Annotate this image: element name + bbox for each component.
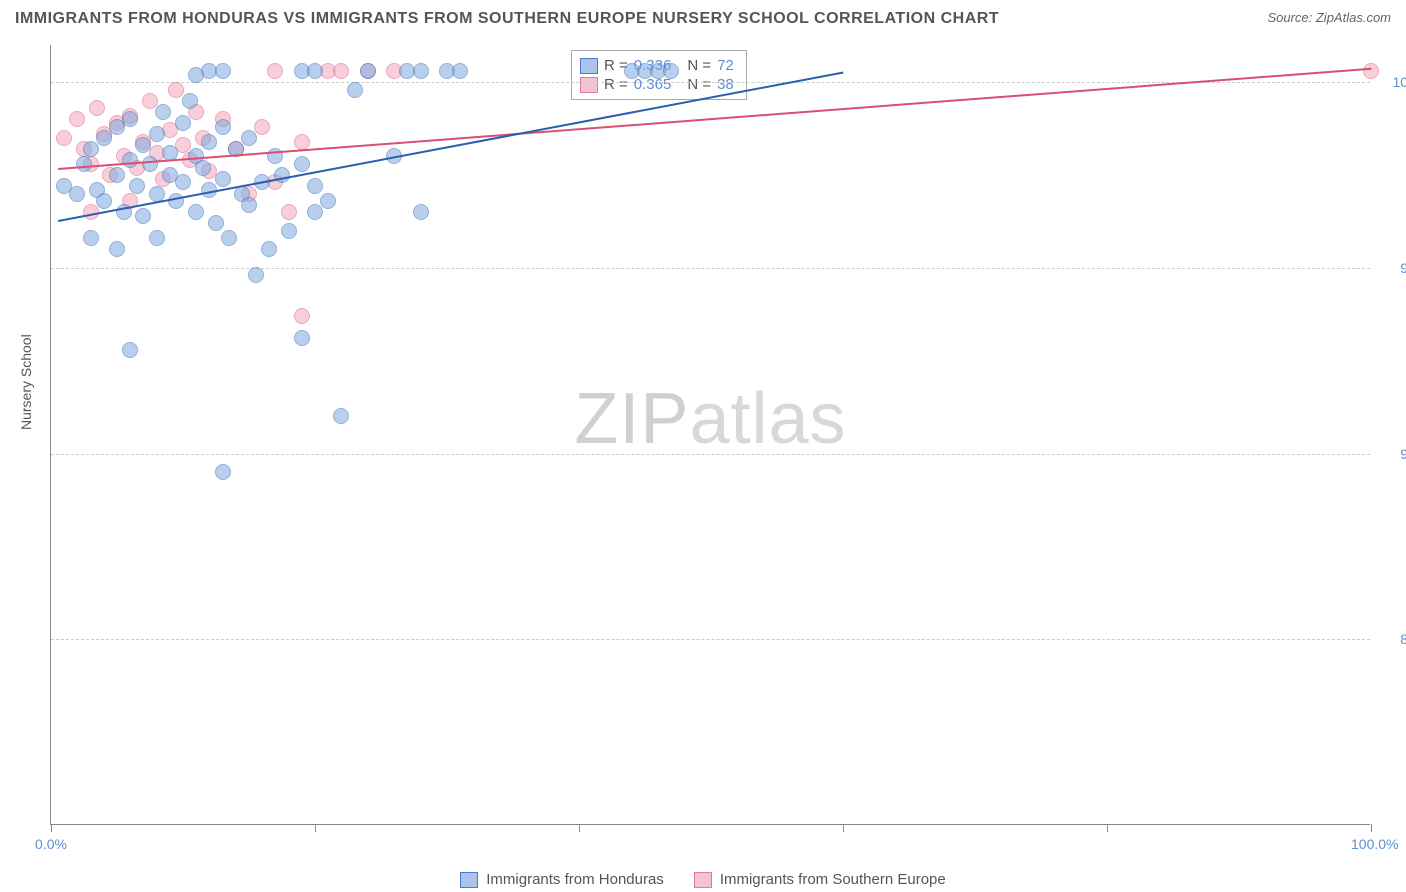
data-point [281, 204, 297, 220]
n-value-blue: 72 [717, 57, 734, 74]
data-point [96, 193, 112, 209]
data-point [188, 204, 204, 220]
data-point [175, 115, 191, 131]
x-tick-label: 100.0% [1351, 836, 1398, 852]
data-point [89, 100, 105, 116]
data-point [294, 134, 310, 150]
y-tick-label: 85.0% [1380, 631, 1406, 647]
swatch-pink-icon [580, 77, 598, 93]
gridline [51, 454, 1370, 455]
data-point [663, 63, 679, 79]
scatter-chart: ZIPatlas R = 0.336 N = 72 R = 0.365 N = … [50, 45, 1370, 825]
chart-title: IMMIGRANTS FROM HONDURAS VS IMMIGRANTS F… [15, 10, 999, 28]
x-tick [843, 824, 844, 832]
legend-item-pink: Immigrants from Southern Europe [694, 871, 946, 888]
data-point [215, 171, 231, 187]
n-value-pink: 38 [717, 76, 734, 93]
legend-label-pink: Immigrants from Southern Europe [720, 871, 946, 888]
data-point [155, 104, 171, 120]
data-point [413, 204, 429, 220]
data-point [267, 63, 283, 79]
data-point [221, 230, 237, 246]
data-point [333, 63, 349, 79]
x-tick [1371, 824, 1372, 832]
data-point [129, 178, 145, 194]
r-label: R = [604, 76, 628, 93]
data-point [109, 167, 125, 183]
data-point [294, 330, 310, 346]
data-point [294, 156, 310, 172]
gridline [51, 639, 1370, 640]
legend-label-blue: Immigrants from Honduras [486, 871, 664, 888]
data-point [56, 130, 72, 146]
swatch-blue-icon [460, 872, 478, 888]
r-value-pink: 0.365 [634, 76, 672, 93]
data-point [215, 464, 231, 480]
data-point [281, 223, 297, 239]
data-point [248, 267, 264, 283]
data-point [320, 193, 336, 209]
data-point [241, 197, 257, 213]
data-point [307, 63, 323, 79]
data-point [215, 63, 231, 79]
data-point [215, 119, 231, 135]
data-point [261, 241, 277, 257]
n-label: N = [687, 57, 711, 74]
data-point [307, 204, 323, 220]
x-tick [315, 824, 316, 832]
data-point [452, 63, 468, 79]
y-axis-label: Nursery School [18, 334, 34, 430]
data-point [413, 63, 429, 79]
data-point [83, 230, 99, 246]
x-tick [1107, 824, 1108, 832]
watermark: ZIPatlas [574, 378, 846, 460]
x-tick [51, 824, 52, 832]
swatch-blue-icon [580, 58, 598, 74]
data-point [149, 230, 165, 246]
data-point [195, 160, 211, 176]
data-point [175, 174, 191, 190]
data-point [69, 186, 85, 202]
data-point [122, 342, 138, 358]
data-point [142, 93, 158, 109]
data-point [201, 134, 217, 150]
series-legend: Immigrants from Honduras Immigrants from… [0, 871, 1406, 888]
data-point [307, 178, 323, 194]
data-point [333, 408, 349, 424]
data-point [122, 152, 138, 168]
data-point [188, 67, 204, 83]
data-point [294, 308, 310, 324]
data-point [135, 208, 151, 224]
data-point [208, 215, 224, 231]
swatch-pink-icon [694, 872, 712, 888]
data-point [254, 119, 270, 135]
data-point [69, 111, 85, 127]
n-label: N = [687, 76, 711, 93]
y-tick-label: 100.0% [1380, 74, 1406, 90]
x-tick-label: 0.0% [35, 836, 67, 852]
data-point [83, 141, 99, 157]
data-point [149, 126, 165, 142]
data-point [122, 111, 138, 127]
data-point [96, 130, 112, 146]
y-tick-label: 90.0% [1380, 446, 1406, 462]
data-point [142, 156, 158, 172]
legend-item-blue: Immigrants from Honduras [460, 871, 664, 888]
source-label: Source: ZipAtlas.com [1267, 10, 1391, 25]
gridline [51, 268, 1370, 269]
data-point [109, 241, 125, 257]
data-point [1363, 63, 1379, 79]
data-point [168, 82, 184, 98]
data-point [135, 137, 151, 153]
data-point [182, 93, 198, 109]
data-point [241, 130, 257, 146]
x-tick [579, 824, 580, 832]
data-point [347, 82, 363, 98]
data-point [76, 156, 92, 172]
y-tick-label: 95.0% [1380, 260, 1406, 276]
data-point [360, 63, 376, 79]
